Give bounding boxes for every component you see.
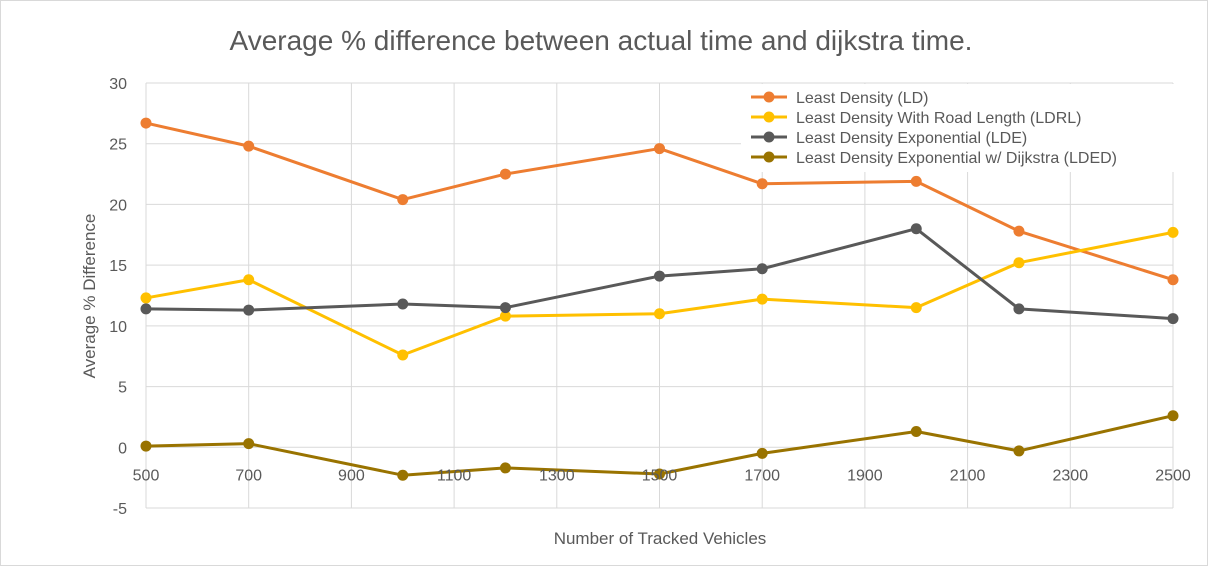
data-point — [397, 349, 409, 361]
x-tick-label: 1700 — [744, 467, 780, 484]
data-point — [243, 438, 255, 450]
x-tick-label: 2500 — [1155, 467, 1191, 484]
data-point — [397, 469, 409, 481]
data-point — [1013, 303, 1025, 315]
x-tick-label: 1100 — [437, 467, 472, 484]
y-tick-label: 30 — [109, 76, 127, 93]
chart-title: Average % difference between actual time… — [230, 25, 973, 56]
data-point — [1167, 313, 1179, 325]
y-tick-label: 10 — [109, 319, 127, 336]
x-tick-label: 2300 — [1053, 467, 1089, 484]
y-tick-label: 25 — [109, 137, 127, 154]
data-point — [910, 223, 922, 235]
data-point — [243, 304, 255, 316]
data-point — [1013, 225, 1025, 237]
series-lines — [140, 117, 1179, 481]
data-point — [140, 292, 152, 304]
data-point — [499, 310, 511, 322]
data-point — [243, 274, 255, 286]
data-point — [140, 440, 152, 452]
data-point — [910, 302, 922, 314]
data-point — [756, 447, 768, 459]
series-3 — [140, 410, 1179, 481]
y-tick-labels: 30 25 20 15 10 5 0 -5 — [109, 76, 127, 518]
x-tick-label: 1300 — [539, 467, 575, 484]
y-axis-label: Average % Difference — [80, 214, 99, 379]
x-tick-label: 1500 — [642, 467, 678, 484]
legend-label: Least Density (LD) — [796, 90, 929, 107]
data-point — [910, 426, 922, 437]
x-tick-label: 1900 — [847, 467, 883, 484]
legend-swatch-marker — [763, 131, 775, 143]
y-tick-label: 0 — [118, 440, 127, 457]
x-tick-label: 700 — [235, 467, 262, 484]
data-point — [1013, 445, 1025, 457]
data-point — [756, 178, 768, 190]
data-point — [910, 175, 922, 187]
data-point — [756, 263, 768, 275]
data-point — [654, 270, 665, 282]
legend-swatch-marker — [763, 111, 775, 123]
data-point — [499, 302, 511, 314]
legend-swatch-marker — [763, 151, 775, 163]
x-axis-label: Number of Tracked Vehicles — [554, 529, 767, 548]
y-tick-label: -5 — [113, 501, 127, 518]
legend-swatch-marker — [763, 91, 775, 103]
data-point — [140, 117, 152, 129]
data-point — [654, 468, 665, 480]
x-tick-label: 900 — [338, 467, 365, 484]
legend-box — [741, 84, 1175, 172]
x-tick-labels: 500 700 900 1100 1300 1500 1700 1900 2100 2300 250… — [133, 467, 1191, 484]
legend-label: Least Density Exponential (LDE) — [796, 130, 1027, 147]
data-point — [1167, 410, 1179, 422]
data-point — [1013, 257, 1025, 269]
data-point — [1167, 274, 1179, 286]
y-tick-label: 20 — [109, 197, 127, 214]
legend: Least Density (LD) Least Density With Roa… — [741, 84, 1175, 172]
legend-label: Least Density With Road Length (LDRL) — [796, 110, 1081, 127]
data-point — [499, 168, 511, 180]
data-point — [654, 143, 665, 155]
data-point — [1167, 226, 1179, 238]
data-point — [756, 293, 768, 305]
x-tick-label: 500 — [133, 467, 160, 484]
data-point — [243, 140, 255, 152]
data-point — [397, 194, 409, 206]
data-point — [397, 298, 409, 310]
data-point — [499, 462, 511, 474]
series-1 — [140, 226, 1179, 361]
legend-label: Least Density Exponential w/ Dijkstra (L… — [796, 150, 1117, 167]
data-point — [654, 308, 665, 320]
y-tick-label: 15 — [109, 258, 127, 275]
series-0 — [140, 117, 1179, 286]
series-2 — [140, 223, 1179, 325]
data-point — [140, 303, 152, 315]
x-tick-label: 2100 — [950, 467, 986, 484]
y-tick-label: 5 — [118, 380, 127, 397]
